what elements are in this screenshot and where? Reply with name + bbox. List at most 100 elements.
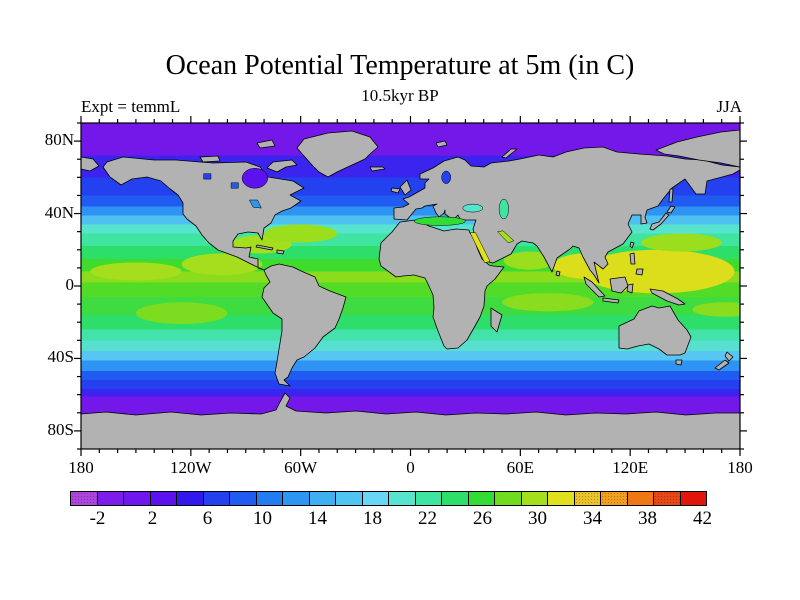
colorbar-cell [361,491,389,506]
season-label: JJA [716,97,742,116]
colorbar [70,491,732,507]
sea-canadian-lake-1 [203,173,212,180]
warm-patch-east-pacific-mexico [181,253,263,276]
land-ne-siberia-islands [655,129,740,168]
sea-black-sea [462,203,484,213]
colorbar-cell [70,491,98,506]
map-svg [74,116,747,456]
lon-tick-label: 120E [612,458,649,477]
lat-tick-label: 40S [47,347,74,367]
colorbar-tick-label: 2 [147,508,158,529]
lat-tick-label: 0 [65,275,75,294]
experiment-label: Expt = temmL [81,97,181,116]
land-britain [399,179,412,196]
sea-baltic-sea [441,170,452,184]
axis-ticks [74,116,747,456]
lon-tick-label: 60W [284,458,318,477]
colorbar-cell [96,491,124,506]
warm-patch-sargasso-gyre [264,224,338,243]
land-antarctica [81,392,740,449]
colorbar-cell [202,491,230,506]
land-cuba [255,244,274,251]
land-new-zealand [714,351,734,371]
land-australia [618,305,692,356]
colorbar-tick-label: 10 [253,508,272,529]
sea-persian-gulf [496,230,515,244]
sea-mediterranean [413,216,466,226]
page-title: Ocean Potential Temperature at 5m (in C) [165,50,635,81]
warm-patch-south-indian [502,293,594,312]
land-taiwan [629,241,635,249]
land-madagascar [490,307,503,333]
marginal-seas [203,168,515,263]
lon-tick-label: 120W [170,458,212,477]
lon-tick-label: 60E [506,458,535,477]
colorbar-cell [653,491,681,506]
colorbar-tick-label: 38 [638,508,657,529]
land-ireland [390,187,401,194]
land-victoria-island [199,155,221,163]
colorbar-cell [282,491,310,506]
land-greenland [296,130,379,178]
land-hispaniola [276,249,285,255]
colorbar-tick-label: 6 [202,508,213,529]
colorbar-cell [308,491,336,506]
colorbar-cell [626,491,654,506]
colorbar-tick-label: 42 [693,508,712,529]
colorbar-cell [255,491,283,506]
colorbar-cell [414,491,442,506]
colorbar-cell [494,491,522,506]
land-baffin-island [266,159,298,173]
subtitle: 10.5kyr BP [361,86,439,105]
land-japan [649,205,676,231]
sea-hudson-bay [241,168,268,189]
colorbar-cell [123,491,151,506]
land-new-guinea [649,288,686,306]
land-sri-lanka [555,270,561,277]
colorbar-cell [335,491,363,506]
warm-patch-sw-pacific [692,302,740,317]
colorbar-cell [176,491,204,506]
colorbar-tick-label: 34 [583,508,602,529]
sea-red-sea [469,232,491,263]
map [69,111,752,461]
land-novaya-zemlya [501,148,518,159]
lat-tick-label: 80S [47,419,74,439]
land-java [602,297,620,304]
colorbar-cell [520,491,548,506]
colorbar-cell [679,491,707,506]
colorbar-cell [388,491,416,506]
land-eurasia [393,146,740,284]
land-sulawesi [626,283,634,294]
colorbar-cell [441,491,469,506]
colorbar-tick-label: -2 [89,508,106,529]
colorbar-cell [149,491,177,506]
colorbar-cell [547,491,575,506]
land-borneo [609,276,629,294]
colorbar-tick-label: 26 [473,508,492,529]
warm-patch-arabian-sea [503,251,556,270]
colorbar-cell [573,491,601,506]
land-chukotka-wrap [81,156,100,172]
map-frame [80,122,741,450]
sea-caspian-sea [498,198,509,220]
warm-patch-nw-pacific-gyre [641,233,722,252]
colorbar-tick-label: 30 [528,508,547,529]
land-ellesmere-island [256,139,276,149]
sea-great-lakes [248,199,262,209]
lat-tick-label: 40N [44,202,74,222]
sea-canadian-lake-2 [230,182,239,189]
colorbar-cell [467,491,495,506]
land-tasmania [675,359,683,366]
land-svalbard [435,140,448,148]
land-sakhalin [668,188,674,203]
colorbar-tick-label: 14 [308,508,327,529]
lon-tick-label: 180 [727,458,753,477]
lat-tick-label: 80N [44,130,74,150]
land-south-america [261,263,347,387]
colorbar-tick-label: 18 [363,508,382,529]
lon-tick-label: 0 [406,458,415,477]
colorbar-cell [600,491,628,506]
warm-patch-south-pacific-gyre [135,302,228,325]
